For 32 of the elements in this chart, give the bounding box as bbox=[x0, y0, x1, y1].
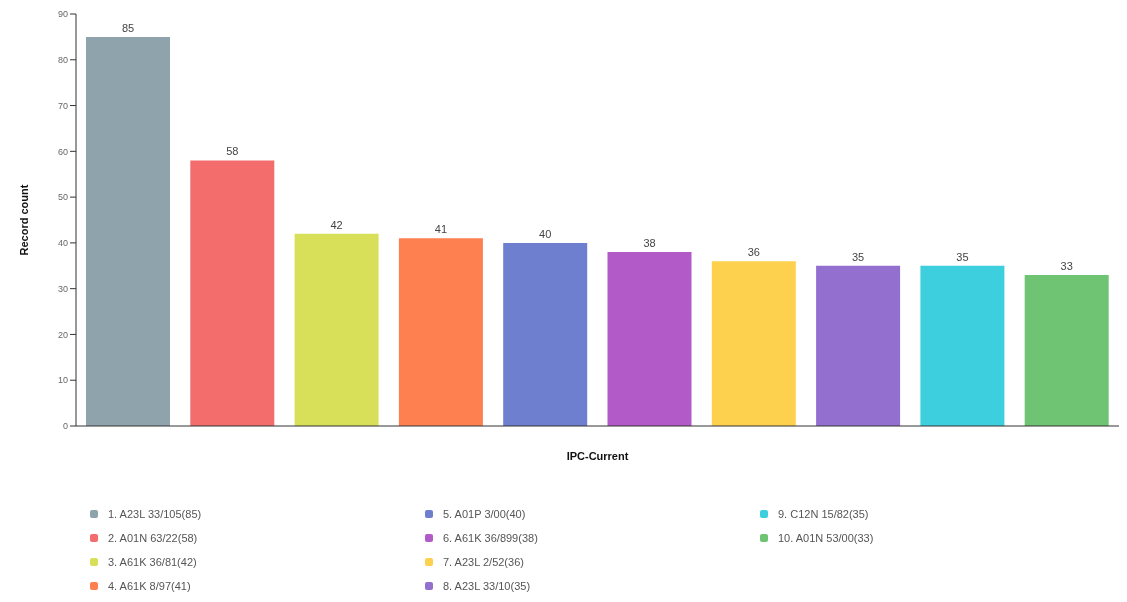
legend-label: 3. A61K 36/81(42) bbox=[108, 556, 197, 568]
data-label: 41 bbox=[434, 223, 448, 236]
y-tick-label: 60 bbox=[57, 146, 68, 157]
legend-label: 5. A01P 3/00(40) bbox=[443, 508, 526, 520]
x-axis-title: IPC-Current bbox=[566, 450, 629, 462]
y-tick-label: 70 bbox=[57, 100, 68, 111]
data-label: 35 bbox=[851, 250, 865, 263]
y-tick-label: 90 bbox=[57, 9, 68, 20]
y-tick-label: 50 bbox=[57, 192, 68, 203]
legend-label: 8. A23L 33/10(35) bbox=[443, 580, 531, 592]
y-tick-label: 80 bbox=[57, 54, 68, 65]
data-label: 58 bbox=[226, 145, 239, 158]
y-tick-label: 40 bbox=[57, 238, 68, 249]
legend-label: 9. C12N 15/82(35) bbox=[778, 508, 869, 520]
legend-label: 10. A01N 53/00(33) bbox=[778, 532, 874, 544]
data-label: 33 bbox=[1060, 259, 1073, 272]
data-label: 40 bbox=[539, 227, 552, 240]
y-tick-label: 30 bbox=[57, 283, 68, 294]
y-tick-label: 10 bbox=[57, 375, 68, 386]
y-tick-label: 20 bbox=[57, 329, 68, 340]
legend-label: 1. A23L 33/105(85) bbox=[108, 508, 202, 520]
data-label: 38 bbox=[643, 237, 656, 250]
y-tick-label: 0 bbox=[62, 421, 68, 432]
data-label: 85 bbox=[121, 21, 135, 34]
legend-label: 2. A01N 63/22(58) bbox=[108, 532, 198, 544]
y-axis-title: Record count bbox=[17, 184, 30, 256]
legend-label: 7. A23L 2/52(36) bbox=[443, 556, 524, 568]
legend-label: 4. A61K 8/97(41) bbox=[108, 580, 191, 592]
data-label: 35 bbox=[956, 250, 969, 263]
data-label: 42 bbox=[330, 218, 343, 231]
data-label: 36 bbox=[747, 246, 760, 259]
legend-label: 6. A61K 36/899(38) bbox=[443, 532, 538, 544]
